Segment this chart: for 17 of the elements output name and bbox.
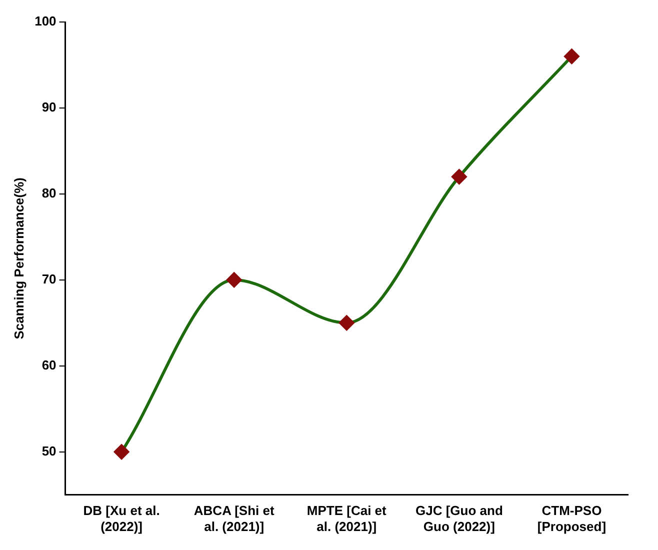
x-tick-label: ABCA [Shi et al. (2021)]: [194, 503, 275, 534]
x-tick-label: CTM-PSO [Proposed]: [537, 503, 606, 534]
x-tick-label: DB [Xu et al. (2022)]: [83, 503, 160, 534]
point: [226, 272, 242, 288]
point: [114, 444, 130, 460]
y-tick-label: 50: [42, 443, 56, 458]
y-tick-label: 60: [42, 357, 56, 372]
point: [564, 48, 580, 64]
point: [452, 169, 467, 184]
y-tick-label: 70: [42, 271, 56, 286]
point: [339, 315, 354, 330]
y-tick-label: 90: [42, 100, 56, 115]
y-axis-title: Scanning Performance(%): [11, 177, 26, 340]
y-tick-label: 80: [42, 186, 56, 201]
x-tick-label: GJC [Guo and Guo (2022)]: [415, 503, 503, 534]
x-tick-label: MPTE [Cai et al. (2021)]: [306, 503, 388, 534]
y-tick-label: 100: [34, 14, 56, 29]
